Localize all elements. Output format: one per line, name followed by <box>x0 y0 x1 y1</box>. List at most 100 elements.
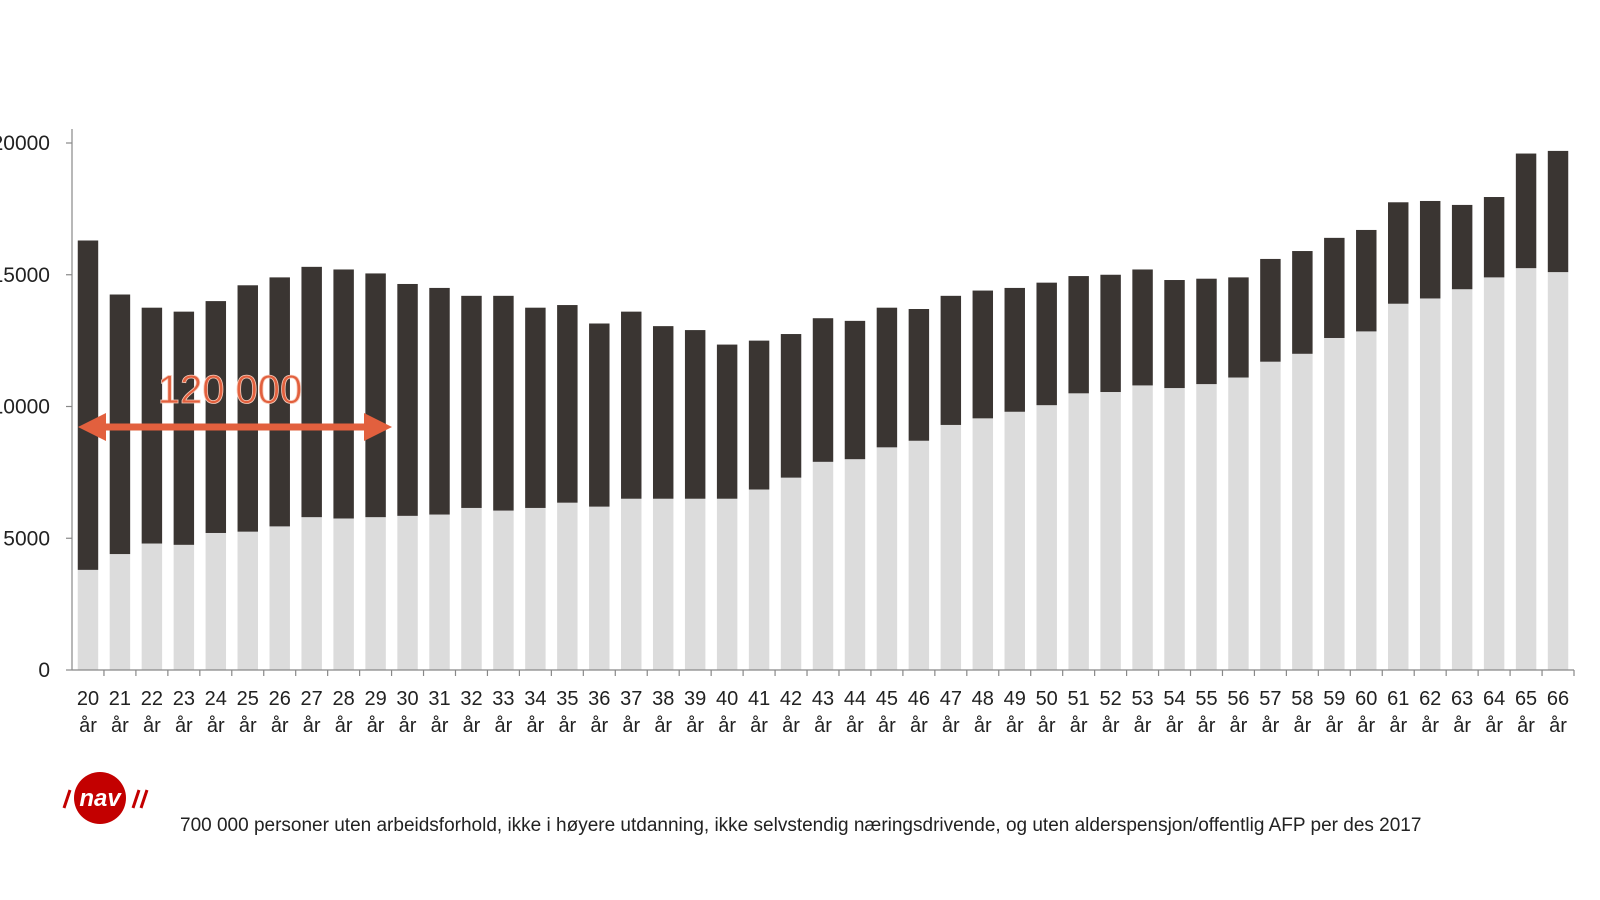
bar-segment <box>908 440 930 670</box>
bar-segment <box>1356 229 1377 332</box>
bar-segment <box>716 498 738 670</box>
x-tick-label: 51 år <box>1068 688 1090 737</box>
x-tick-label: 64 år <box>1483 688 1505 737</box>
bar-segment <box>716 344 738 499</box>
bar-segment <box>1260 258 1281 362</box>
y-tick-label: 15000 <box>0 264 50 287</box>
bar-segment <box>876 307 898 448</box>
bar-segment <box>748 489 770 670</box>
bar-segment <box>1388 202 1409 304</box>
bar-segment <box>77 240 99 570</box>
bar-segment <box>1132 269 1153 386</box>
x-tick-label: 42 år <box>780 688 802 737</box>
bar-segment <box>621 498 642 670</box>
x-tick-label: 36 år <box>588 688 610 737</box>
x-tick-label: 63 år <box>1451 688 1473 737</box>
x-tick-label: 59 år <box>1323 688 1345 737</box>
bar-segment <box>1036 282 1057 406</box>
x-tick-label: 28 år <box>333 688 355 737</box>
x-tick-label: 23 år <box>173 688 195 737</box>
bar-segment <box>748 340 770 490</box>
x-tick-label: 54 år <box>1163 688 1185 737</box>
bar-segment <box>1419 200 1441 299</box>
x-tick-label: 31 år <box>428 688 450 737</box>
bar-segment <box>780 477 802 670</box>
bar-segment <box>780 334 802 478</box>
bar-segment <box>493 295 514 511</box>
bar-segment <box>1419 298 1441 670</box>
bar-segment <box>1004 287 1025 412</box>
bar-segment <box>1196 384 1217 670</box>
x-tick-label: 34 år <box>524 688 546 737</box>
bar-segment <box>1100 392 1121 670</box>
bar-segment <box>876 447 898 670</box>
x-tick-label: 66 år <box>1547 688 1569 737</box>
bar-segment <box>525 307 546 508</box>
bar-segment <box>1483 277 1505 670</box>
x-tick-label: 46 år <box>908 688 930 737</box>
bar-segment <box>1228 377 1249 670</box>
bar-segment <box>1547 150 1569 273</box>
x-tick-label: 60 år <box>1355 688 1377 737</box>
x-tick-label: 40 år <box>716 688 738 737</box>
bar-segment <box>365 517 386 670</box>
bar-segment <box>397 283 418 516</box>
bar-segment <box>461 295 482 508</box>
bar-segment <box>269 526 290 670</box>
bar-segment <box>205 532 227 670</box>
x-tick-label: 58 år <box>1291 688 1313 737</box>
x-tick-label: 27 år <box>301 688 323 737</box>
bar-segment <box>1068 276 1089 394</box>
x-tick-label: 65 år <box>1515 688 1537 737</box>
bar-segment <box>1451 289 1473 670</box>
bar-segment <box>908 309 930 441</box>
bar-segment <box>301 266 322 518</box>
bar-segment <box>1068 393 1089 670</box>
annotation: 120 000 <box>158 368 303 412</box>
bar-segment <box>1292 353 1313 670</box>
bar-segment <box>1515 268 1537 670</box>
bar-segment <box>621 311 642 499</box>
bar-segment <box>1324 237 1345 338</box>
x-tick-label: 49 år <box>1004 688 1026 737</box>
x-tick-label: 33 år <box>492 688 514 737</box>
x-tick-label: 57 år <box>1259 688 1281 737</box>
bar-segment <box>1292 251 1313 354</box>
x-tick-label: 21 år <box>109 688 131 737</box>
bar-segment <box>205 301 227 533</box>
bar-segment <box>589 506 610 670</box>
bar-segment <box>429 287 450 515</box>
bar-segment <box>1100 274 1121 393</box>
bar-segment <box>1547 272 1569 670</box>
x-tick-label: 26 år <box>269 688 291 737</box>
bar-segment <box>812 318 834 462</box>
x-tick-label: 43 år <box>812 688 834 737</box>
bar-segment <box>77 569 99 670</box>
bar-segment <box>525 507 546 670</box>
bar-segment <box>301 517 322 670</box>
bar-segment <box>1388 303 1409 670</box>
bar-segment <box>237 531 258 670</box>
x-tick-label: 25 år <box>237 688 259 737</box>
bar-segment <box>652 326 674 499</box>
bar-segment <box>237 285 258 532</box>
x-tick-label: 30 år <box>396 688 418 737</box>
x-tick-label: 35 år <box>556 688 578 737</box>
bar-segment <box>557 502 578 670</box>
bar-segment <box>684 330 706 499</box>
bar-segment <box>461 507 482 670</box>
x-tick-label: 44 år <box>844 688 866 737</box>
bar-segment <box>1164 280 1185 389</box>
bar-segment <box>1324 337 1345 670</box>
bar-segment <box>493 510 514 670</box>
bar-segment <box>269 277 290 527</box>
bar-segment <box>1132 385 1153 670</box>
bar-segment <box>429 514 450 670</box>
x-tick-label: 47 år <box>940 688 962 737</box>
bar-segment <box>109 554 131 670</box>
bar-segment <box>972 418 994 670</box>
x-tick-label: 22 år <box>141 688 163 737</box>
x-tick-label: 29 år <box>364 688 386 737</box>
